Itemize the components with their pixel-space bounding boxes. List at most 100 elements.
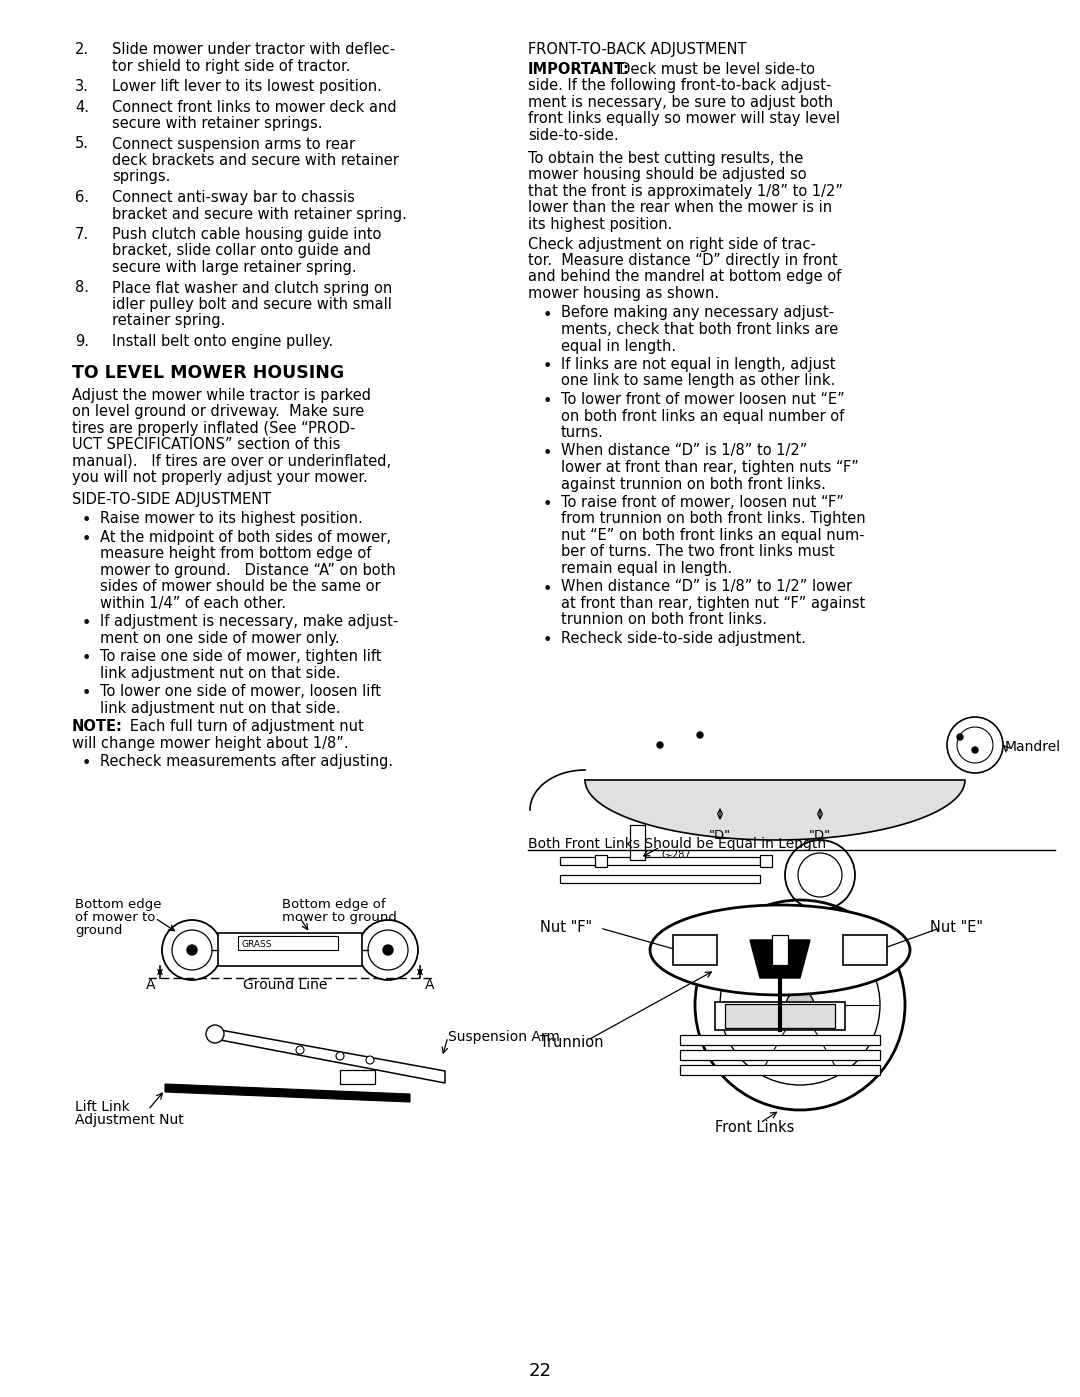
Text: •: • <box>543 394 552 409</box>
Text: side. If the following front-to-back adjust-: side. If the following front-to-back adj… <box>528 78 832 94</box>
Text: mower housing should be adjusted so: mower housing should be adjusted so <box>528 168 807 183</box>
Text: ment on one side of mower only.: ment on one side of mower only. <box>100 631 339 645</box>
Text: Connect anti-sway bar to chassis: Connect anti-sway bar to chassis <box>112 190 355 205</box>
Text: When distance “D” is 1/8” to 1/2”: When distance “D” is 1/8” to 1/2” <box>561 443 808 458</box>
Circle shape <box>336 1052 345 1060</box>
Text: remain equal in length.: remain equal in length. <box>561 562 732 576</box>
Text: 8.: 8. <box>75 281 89 296</box>
Text: G-287: G-287 <box>662 849 691 861</box>
Text: NOTE:: NOTE: <box>72 719 123 735</box>
Text: Trunnion: Trunnion <box>540 1035 604 1051</box>
Text: TO LEVEL MOWER HOUSING: TO LEVEL MOWER HOUSING <box>72 365 345 383</box>
Text: Recheck side-to-side adjustment.: Recheck side-to-side adjustment. <box>561 631 806 645</box>
Text: you will not properly adjust your mower.: you will not properly adjust your mower. <box>72 471 368 485</box>
Text: UCT SPECIFICATIONS” section of this: UCT SPECIFICATIONS” section of this <box>72 437 340 453</box>
Bar <box>595 855 607 868</box>
Text: will change mower height about 1/8”.: will change mower height about 1/8”. <box>72 736 349 750</box>
Text: nut “E” on both front links an equal num-: nut “E” on both front links an equal num… <box>561 528 865 543</box>
Polygon shape <box>585 780 966 840</box>
Text: deck brackets and secure with retainer: deck brackets and secure with retainer <box>112 154 399 168</box>
Text: •: • <box>543 359 552 374</box>
Text: Check adjustment on right side of trac-: Check adjustment on right side of trac- <box>528 236 815 251</box>
Text: Install belt onto engine pulley.: Install belt onto engine pulley. <box>112 334 333 349</box>
Text: Adjust the mower while tractor is parked: Adjust the mower while tractor is parked <box>72 388 372 402</box>
Text: If adjustment is necessary, make adjust-: If adjustment is necessary, make adjust- <box>100 615 399 630</box>
Text: on level ground or driveway.  Make sure: on level ground or driveway. Make sure <box>72 404 364 419</box>
Text: its highest position.: its highest position. <box>528 217 673 232</box>
Text: springs.: springs. <box>112 169 171 184</box>
Text: tor.  Measure distance “D” directly in front: tor. Measure distance “D” directly in fr… <box>528 253 838 268</box>
Text: one link to same length as other link.: one link to same length as other link. <box>561 373 835 388</box>
Bar <box>715 1002 845 1030</box>
Text: lower at front than rear, tighten nuts “F”: lower at front than rear, tighten nuts “… <box>561 460 859 475</box>
Text: ments, check that both front links are: ments, check that both front links are <box>561 321 838 337</box>
Text: tor shield to right side of tractor.: tor shield to right side of tractor. <box>112 59 351 74</box>
Bar <box>680 1035 880 1045</box>
FancyBboxPatch shape <box>673 935 717 965</box>
Polygon shape <box>750 940 810 978</box>
Bar <box>725 1004 835 1028</box>
Text: Both Front Links Should be Equal in Length: Both Front Links Should be Equal in Leng… <box>528 837 826 851</box>
Text: side-to-side.: side-to-side. <box>528 127 619 142</box>
Text: Front Links: Front Links <box>715 1120 795 1134</box>
Text: Adjustment Nut: Adjustment Nut <box>75 1113 184 1127</box>
Text: that the front is approximately 1/8” to 1/2”: that the front is approximately 1/8” to … <box>528 184 843 198</box>
Text: "D": "D" <box>708 828 731 842</box>
Text: FRONT-TO-BACK ADJUSTMENT: FRONT-TO-BACK ADJUSTMENT <box>528 42 746 57</box>
Text: and behind the mandrel at bottom edge of: and behind the mandrel at bottom edge of <box>528 270 841 285</box>
Text: •: • <box>543 497 552 511</box>
Text: •: • <box>82 686 92 701</box>
Text: trunnion on both front links.: trunnion on both front links. <box>561 612 767 627</box>
Text: To obtain the best cutting results, the: To obtain the best cutting results, the <box>528 151 804 166</box>
Text: •: • <box>543 446 552 461</box>
Text: Each full turn of adjustment nut: Each full turn of adjustment nut <box>116 719 364 735</box>
Text: If links are not equal in length, adjust: If links are not equal in length, adjust <box>561 358 836 372</box>
Circle shape <box>786 990 814 1018</box>
Text: equal in length.: equal in length. <box>561 338 676 353</box>
Text: •: • <box>82 651 92 666</box>
Text: Mandrel: Mandrel <box>1005 740 1062 754</box>
Text: IMPORTANT:: IMPORTANT: <box>528 61 630 77</box>
Circle shape <box>296 1046 303 1053</box>
Text: link adjustment nut on that side.: link adjustment nut on that side. <box>100 701 340 715</box>
Text: •: • <box>82 532 92 546</box>
Text: To lower one side of mower, loosen lift: To lower one side of mower, loosen lift <box>100 685 381 700</box>
Text: 22: 22 <box>528 1362 552 1380</box>
Bar <box>680 1051 880 1060</box>
Text: To raise one side of mower, tighten lift: To raise one side of mower, tighten lift <box>100 650 381 665</box>
Text: ground: ground <box>75 923 122 937</box>
Text: manual).   If tires are over or underinflated,: manual). If tires are over or underinfla… <box>72 454 391 469</box>
Text: •: • <box>543 581 552 597</box>
Circle shape <box>206 1025 224 1044</box>
Text: A: A <box>146 978 156 992</box>
Text: measure height from bottom edge of: measure height from bottom edge of <box>100 546 372 562</box>
Circle shape <box>187 944 197 956</box>
Bar <box>218 933 362 965</box>
Text: Bottom edge: Bottom edge <box>75 898 162 911</box>
Text: turns.: turns. <box>561 425 604 440</box>
Text: SIDE-TO-SIDE ADJUSTMENT: SIDE-TO-SIDE ADJUSTMENT <box>72 492 271 507</box>
Bar <box>680 1065 880 1076</box>
Text: mower to ground: mower to ground <box>282 911 396 923</box>
Text: Connect front links to mower deck and: Connect front links to mower deck and <box>112 99 396 115</box>
Bar <box>561 856 760 865</box>
Text: front links equally so mower will stay level: front links equally so mower will stay l… <box>528 110 840 126</box>
Text: ment is necessary, be sure to adjust both: ment is necessary, be sure to adjust bot… <box>528 95 833 109</box>
Text: •: • <box>82 756 92 771</box>
Text: 5.: 5. <box>75 137 89 151</box>
Text: tires are properly inflated (See “PROD-: tires are properly inflated (See “PROD- <box>72 420 355 436</box>
Text: •: • <box>543 633 552 648</box>
Text: Place flat washer and clutch spring on: Place flat washer and clutch spring on <box>112 281 392 296</box>
Text: •: • <box>543 307 552 323</box>
Text: 7.: 7. <box>75 226 90 242</box>
Text: Recheck measurements after adjusting.: Recheck measurements after adjusting. <box>100 754 393 770</box>
Text: bracket and secure with retainer spring.: bracket and secure with retainer spring. <box>112 207 407 222</box>
Text: secure with retainer springs.: secure with retainer springs. <box>112 116 323 131</box>
Text: "D": "D" <box>809 828 832 842</box>
Text: Deck must be level side-to: Deck must be level side-to <box>610 61 815 77</box>
Text: •: • <box>82 616 92 631</box>
Polygon shape <box>215 1030 445 1083</box>
Text: Slide mower under tractor with deflec-: Slide mower under tractor with deflec- <box>112 42 395 57</box>
Text: link adjustment nut on that side.: link adjustment nut on that side. <box>100 666 340 680</box>
Ellipse shape <box>650 905 910 995</box>
